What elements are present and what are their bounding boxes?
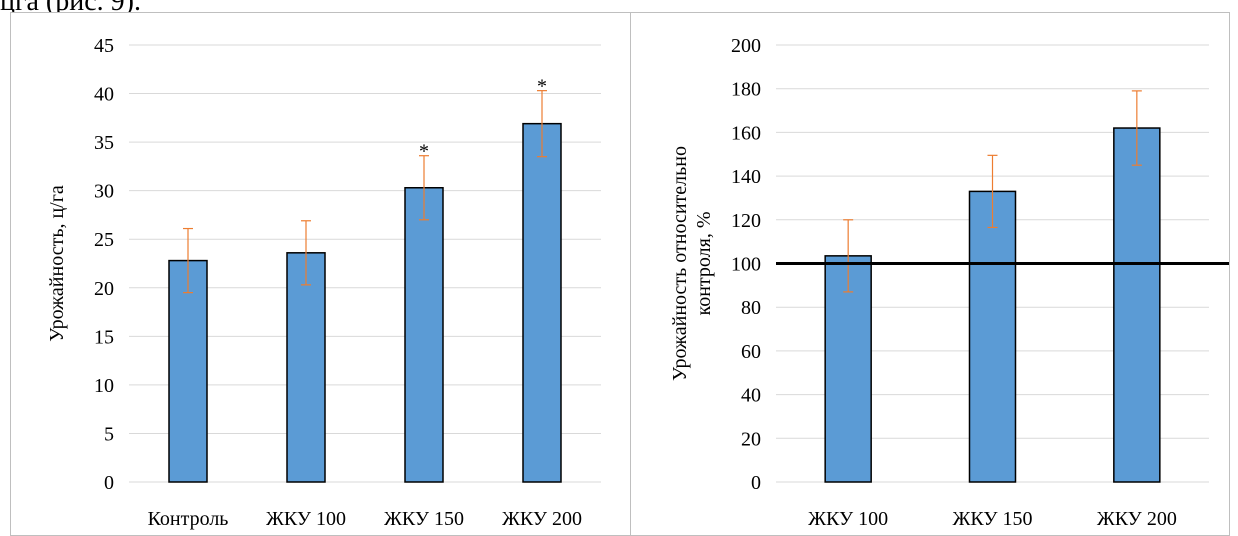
x-tick-label: Контроль [148,508,229,530]
bar [968,190,1017,483]
significance-mark: * [537,76,547,98]
y-tick-label: 15 [94,326,114,348]
x-tick-label: ЖКУ 100 [266,508,346,530]
y-tick-label: 120 [731,210,761,232]
yield-chart-panel: 0 5 10 15 20 25 30 35 40 45 Контроль ЖКУ 100 * ЖКУ 15… [10,12,631,536]
relative-yield-chart: 0 20 40 60 80 100 120 140 160 180 200 ЖКУ 100 ЖКУ 15… [669,35,1229,530]
y-tick-label: 25 [94,229,114,251]
y-tick-label: 140 [731,166,761,188]
x-tick-label: ЖКУ 200 [502,508,582,530]
y-axis-label: Урожайность относительно [669,146,691,381]
y-tick-label: 160 [731,122,761,144]
significance-mark: * [419,141,429,163]
bar [824,255,872,483]
y-tick-label: 30 [94,181,114,203]
y-tick-label: 80 [741,297,761,319]
relative-yield-chart-panel: 0 20 40 60 80 100 120 140 160 180 200 ЖКУ 100 ЖКУ 15… [630,12,1230,536]
y-tick-label: 100 [731,254,761,276]
x-tick-label: ЖКУ 150 [384,508,464,530]
y-tick-label: 60 [741,341,761,363]
x-tick-label: ЖКУ 200 [1097,508,1177,530]
y-tick-label: 0 [104,472,114,494]
y-tick-label: 5 [104,423,114,445]
bar [286,252,326,483]
y-axis-label: контроля, % [693,212,715,316]
y-axis-label: Урожайность, ц/га [46,185,68,342]
y-tick-label: 0 [751,472,761,494]
y-tick-label: 200 [731,35,761,57]
y-tick-label: 45 [94,35,114,57]
bar [1113,127,1161,483]
y-tick-label: 35 [94,132,114,154]
yield-chart: 0 5 10 15 20 25 30 35 40 45 Контроль ЖКУ 100 * ЖКУ 15… [46,35,601,530]
y-tick-label: 10 [94,375,114,397]
y-tick-label: 40 [741,385,761,407]
y-tick-label: 180 [731,79,761,101]
bar [404,187,444,483]
x-tick-label: ЖКУ 150 [952,508,1032,530]
bar [168,259,208,483]
x-tick-label: ЖКУ 100 [808,508,888,530]
y-tick-label: 20 [741,428,761,450]
y-tick-label: 40 [94,84,114,106]
y-tick-label: 20 [94,278,114,300]
bar [522,122,562,483]
